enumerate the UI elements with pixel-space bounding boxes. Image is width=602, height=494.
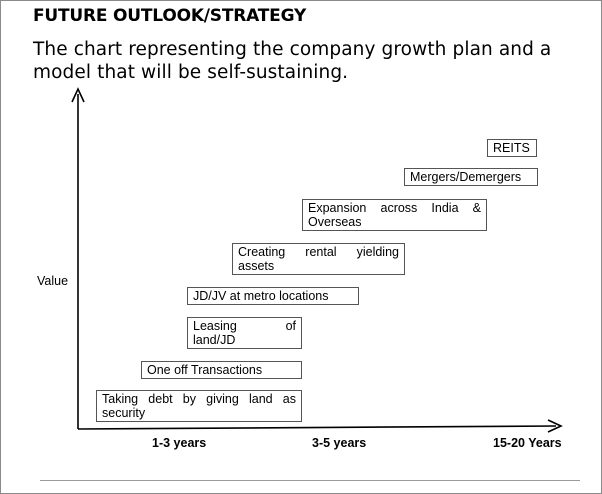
y-axis-arrowhead: [71, 87, 85, 103]
step-expansion-india-overseas: Expansion across India & Overseas: [302, 199, 487, 231]
x-axis-arrowhead: [547, 419, 563, 433]
step-leasing-land: Leasing of land/JD: [187, 317, 302, 349]
step-one-off-transactions: One off Transactions: [141, 361, 302, 379]
x-tick-1-3-years: 1-3 years: [152, 436, 207, 450]
y-axis-label: Value: [37, 274, 69, 288]
step-taking-debt: Taking debt by giving land as security: [96, 390, 302, 422]
x-tick-15-20-years: 15-20 Years: [493, 436, 562, 450]
step-reits: REITS: [487, 139, 537, 157]
footer-divider: [40, 480, 580, 481]
slide-subtitle: The chart representing the company growt…: [33, 39, 552, 83]
slide-title: FUTURE OUTLOOK/STRATEGY: [33, 6, 307, 26]
x-tick-3-5-years: 3-5 years: [312, 436, 367, 450]
step-jd-jv-metro: JD/JV at metro locations: [187, 287, 359, 305]
x-axis: [77, 425, 557, 430]
step-rental-assets: Creating rental yielding assets: [232, 243, 405, 275]
step-mergers-demergers: Mergers/Demergers: [404, 168, 538, 186]
